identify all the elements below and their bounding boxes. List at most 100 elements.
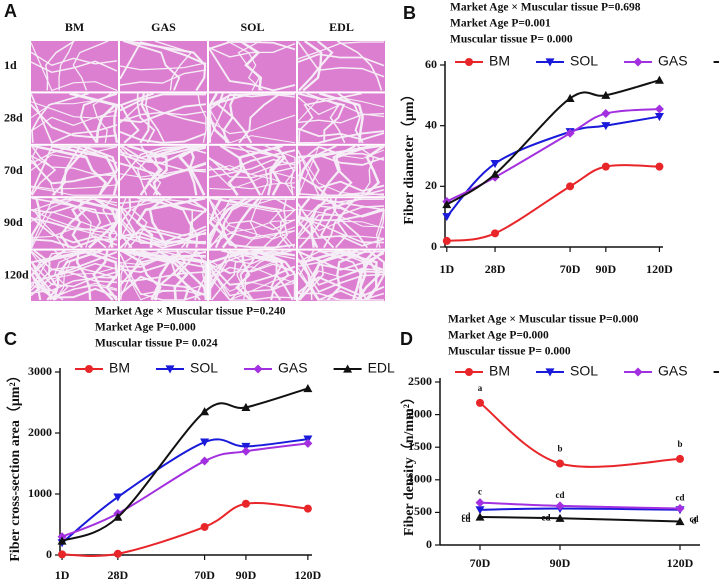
marker [675, 517, 685, 526]
fiber-boundary [321, 197, 348, 249]
fiber-boundary [298, 92, 362, 143]
marker [555, 501, 565, 511]
fiber-boundary [297, 96, 385, 118]
y-axis-label: Fiber diameter（μm） [401, 87, 417, 224]
fiber-boundary [208, 218, 296, 250]
fiber-boundary [119, 162, 207, 178]
fiber-boundary [30, 267, 118, 299]
series-line [61, 442, 308, 538]
y-axis-label: Fiber cross-section area（μm²） [7, 368, 23, 561]
marker [565, 128, 575, 138]
fiber-boundary [346, 249, 371, 301]
fiber-boundary [30, 250, 118, 297]
series-line [479, 402, 681, 468]
fiber-boundary [298, 249, 359, 301]
significance-letter: cd [462, 514, 471, 524]
annotation: Market Age P=0.001 [450, 18, 551, 30]
fiber-boundary [297, 146, 385, 197]
fiber-boundary [119, 62, 207, 71]
marker [200, 456, 210, 466]
x-tick-label: 1D [55, 568, 70, 582]
fiber-boundary [297, 205, 385, 236]
annotation: Market Age × Muscular tissue P=0.000 [448, 314, 639, 326]
y-tick-label: 2500 [408, 374, 432, 388]
legend-label: SOL [190, 360, 218, 376]
fiber-boundary [30, 250, 118, 284]
x-tick-label: 70D [194, 568, 215, 582]
marker [566, 182, 575, 191]
series-line [446, 115, 660, 218]
fiber-boundary [208, 263, 296, 279]
legend-marker [545, 58, 555, 67]
fiber-boundary [81, 249, 119, 301]
fiber-boundary [58, 40, 75, 91]
fiber-boundary [297, 189, 385, 196]
fiber-boundary [139, 144, 190, 196]
fiber-boundary [30, 184, 118, 190]
series-line [479, 501, 681, 510]
legend-marker [633, 57, 643, 67]
significance-letter: b [557, 444, 562, 454]
series-line [479, 515, 681, 523]
fiber-boundary [119, 93, 206, 112]
fiber-boundary [119, 251, 207, 287]
marker [200, 438, 210, 447]
legend-marker [465, 368, 473, 376]
fiber-boundary [119, 111, 207, 125]
series-line [446, 164, 660, 242]
annotation: Muscular tissue P= 0.000 [450, 34, 573, 46]
fiber-boundary [30, 155, 118, 177]
x-tick-label: 90D [595, 262, 616, 276]
fiber-boundary [30, 93, 118, 119]
fiber-boundary [208, 158, 296, 178]
y-tick-label: 500 [414, 504, 432, 518]
y-axis-label: Fiber density（n/mm²） [401, 390, 417, 536]
fiber-boundary [297, 41, 385, 78]
fiber-boundary [30, 262, 118, 284]
marker [654, 112, 664, 122]
annotation: Market Age × Muscular tissue P=0.698 [450, 2, 641, 14]
marker [491, 229, 500, 238]
fiber-boundary [30, 209, 118, 235]
y-tick-label: 2000 [408, 406, 432, 420]
fiber-boundary [226, 40, 263, 91]
marker [475, 506, 485, 515]
fiber-boundary [235, 250, 252, 301]
fiber-boundary [297, 250, 385, 271]
fiber-boundary [30, 211, 118, 249]
marker [241, 499, 250, 508]
fiber-boundary [357, 145, 375, 196]
column-label: GAS [151, 20, 176, 34]
annotation: Muscular tissue P= 0.024 [95, 338, 218, 350]
marker [654, 75, 664, 84]
fiber-boundary [119, 198, 207, 241]
tissue-image [120, 93, 207, 144]
legend-label: EDL [368, 360, 395, 376]
marker [442, 236, 451, 245]
fiber-boundary [30, 146, 117, 165]
marker [476, 398, 484, 407]
fiber-boundary [297, 127, 385, 141]
fiber-boundary [297, 197, 319, 249]
fiber-boundary [258, 249, 297, 300]
fiber-boundary [119, 231, 207, 247]
x-tick-label: 28D [108, 568, 129, 582]
fiber-boundary [208, 249, 249, 300]
fiber-boundary [208, 198, 296, 240]
fiber-boundary [30, 101, 118, 119]
significance-letter: cd [542, 512, 551, 522]
fiber-boundary [119, 253, 207, 296]
fiber-boundary [297, 249, 385, 286]
column-label: BM [65, 20, 84, 34]
fiber-boundary [208, 42, 296, 58]
legend-marker [85, 365, 93, 373]
fiber-boundary [81, 144, 119, 196]
row-label: 28d [4, 110, 23, 124]
fiber-boundary [208, 107, 296, 144]
fiber-boundary [119, 251, 207, 266]
legend-marker [545, 368, 555, 377]
fiber-boundary [30, 250, 118, 289]
fiber-boundary [297, 252, 385, 271]
fiber-boundary [30, 271, 118, 294]
fiber-boundary [245, 144, 282, 196]
